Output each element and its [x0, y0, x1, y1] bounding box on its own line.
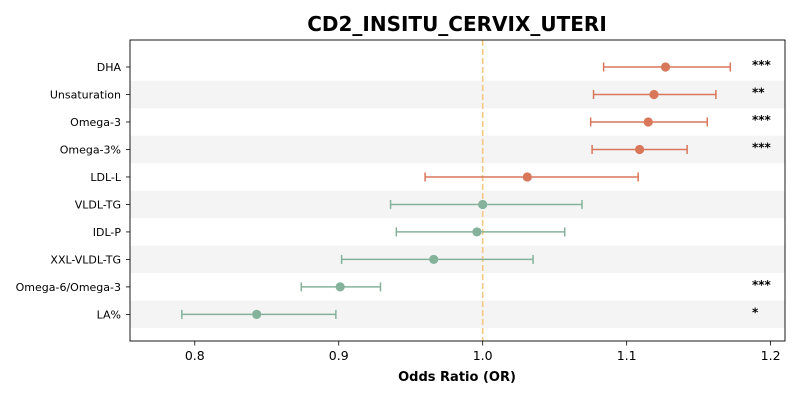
y-tick-label: XXL-VLDL-TG	[50, 253, 121, 266]
x-tick-label: 0.8	[185, 348, 205, 363]
estimate-point	[429, 254, 439, 265]
x-axis-label: Odds Ratio (OR)	[398, 370, 516, 385]
significance-marker: ***	[752, 58, 772, 72]
significance-marker: **	[752, 85, 765, 99]
estimate-points	[252, 62, 671, 319]
estimate-point	[522, 172, 532, 182]
x-tick-label: 1.0	[473, 348, 493, 363]
significance-marker: *	[752, 305, 759, 319]
estimate-point	[252, 309, 262, 319]
estimate-point	[472, 227, 482, 237]
estimate-point	[635, 144, 645, 155]
significance-markers: ***************	[752, 58, 772, 319]
x-tick-label: 0.9	[329, 348, 349, 363]
x-axis-ticks: 0.8 0.9 1.0 1.1 1.2	[185, 341, 781, 363]
y-tick-label: Omega-3%	[60, 143, 121, 156]
y-tick-label: LA%	[97, 308, 121, 321]
y-tick-label: LDL-L	[90, 171, 122, 184]
estimate-point	[649, 89, 659, 100]
estimate-point	[478, 199, 488, 210]
significance-marker: ***	[752, 278, 772, 292]
y-tick-label: DHA	[97, 61, 122, 74]
y-tick-labels: DHA Unsaturation Omega-3 Omega-3% LDL-L VLDL-…	[16, 61, 130, 321]
chart-title: CD2_INSITU_CERVIX_UTERI	[307, 12, 607, 36]
significance-marker: ***	[752, 113, 772, 127]
estimate-point	[660, 62, 671, 72]
estimate-point	[643, 117, 653, 127]
significance-marker: ***	[752, 140, 772, 154]
y-tick-label: Omega-6/Omega-3	[16, 281, 121, 294]
y-tick-label: Omega-3	[70, 116, 121, 129]
plot-frame	[129, 39, 786, 342]
y-tick-label: IDL-P	[93, 226, 122, 239]
x-tick-label: 1.1	[617, 348, 637, 363]
y-tick-label: Unsaturation	[50, 88, 121, 101]
y-tick-label: VLDL-TG	[75, 198, 121, 211]
estimate-point	[335, 282, 345, 292]
x-tick-label: 1.2	[761, 348, 781, 363]
